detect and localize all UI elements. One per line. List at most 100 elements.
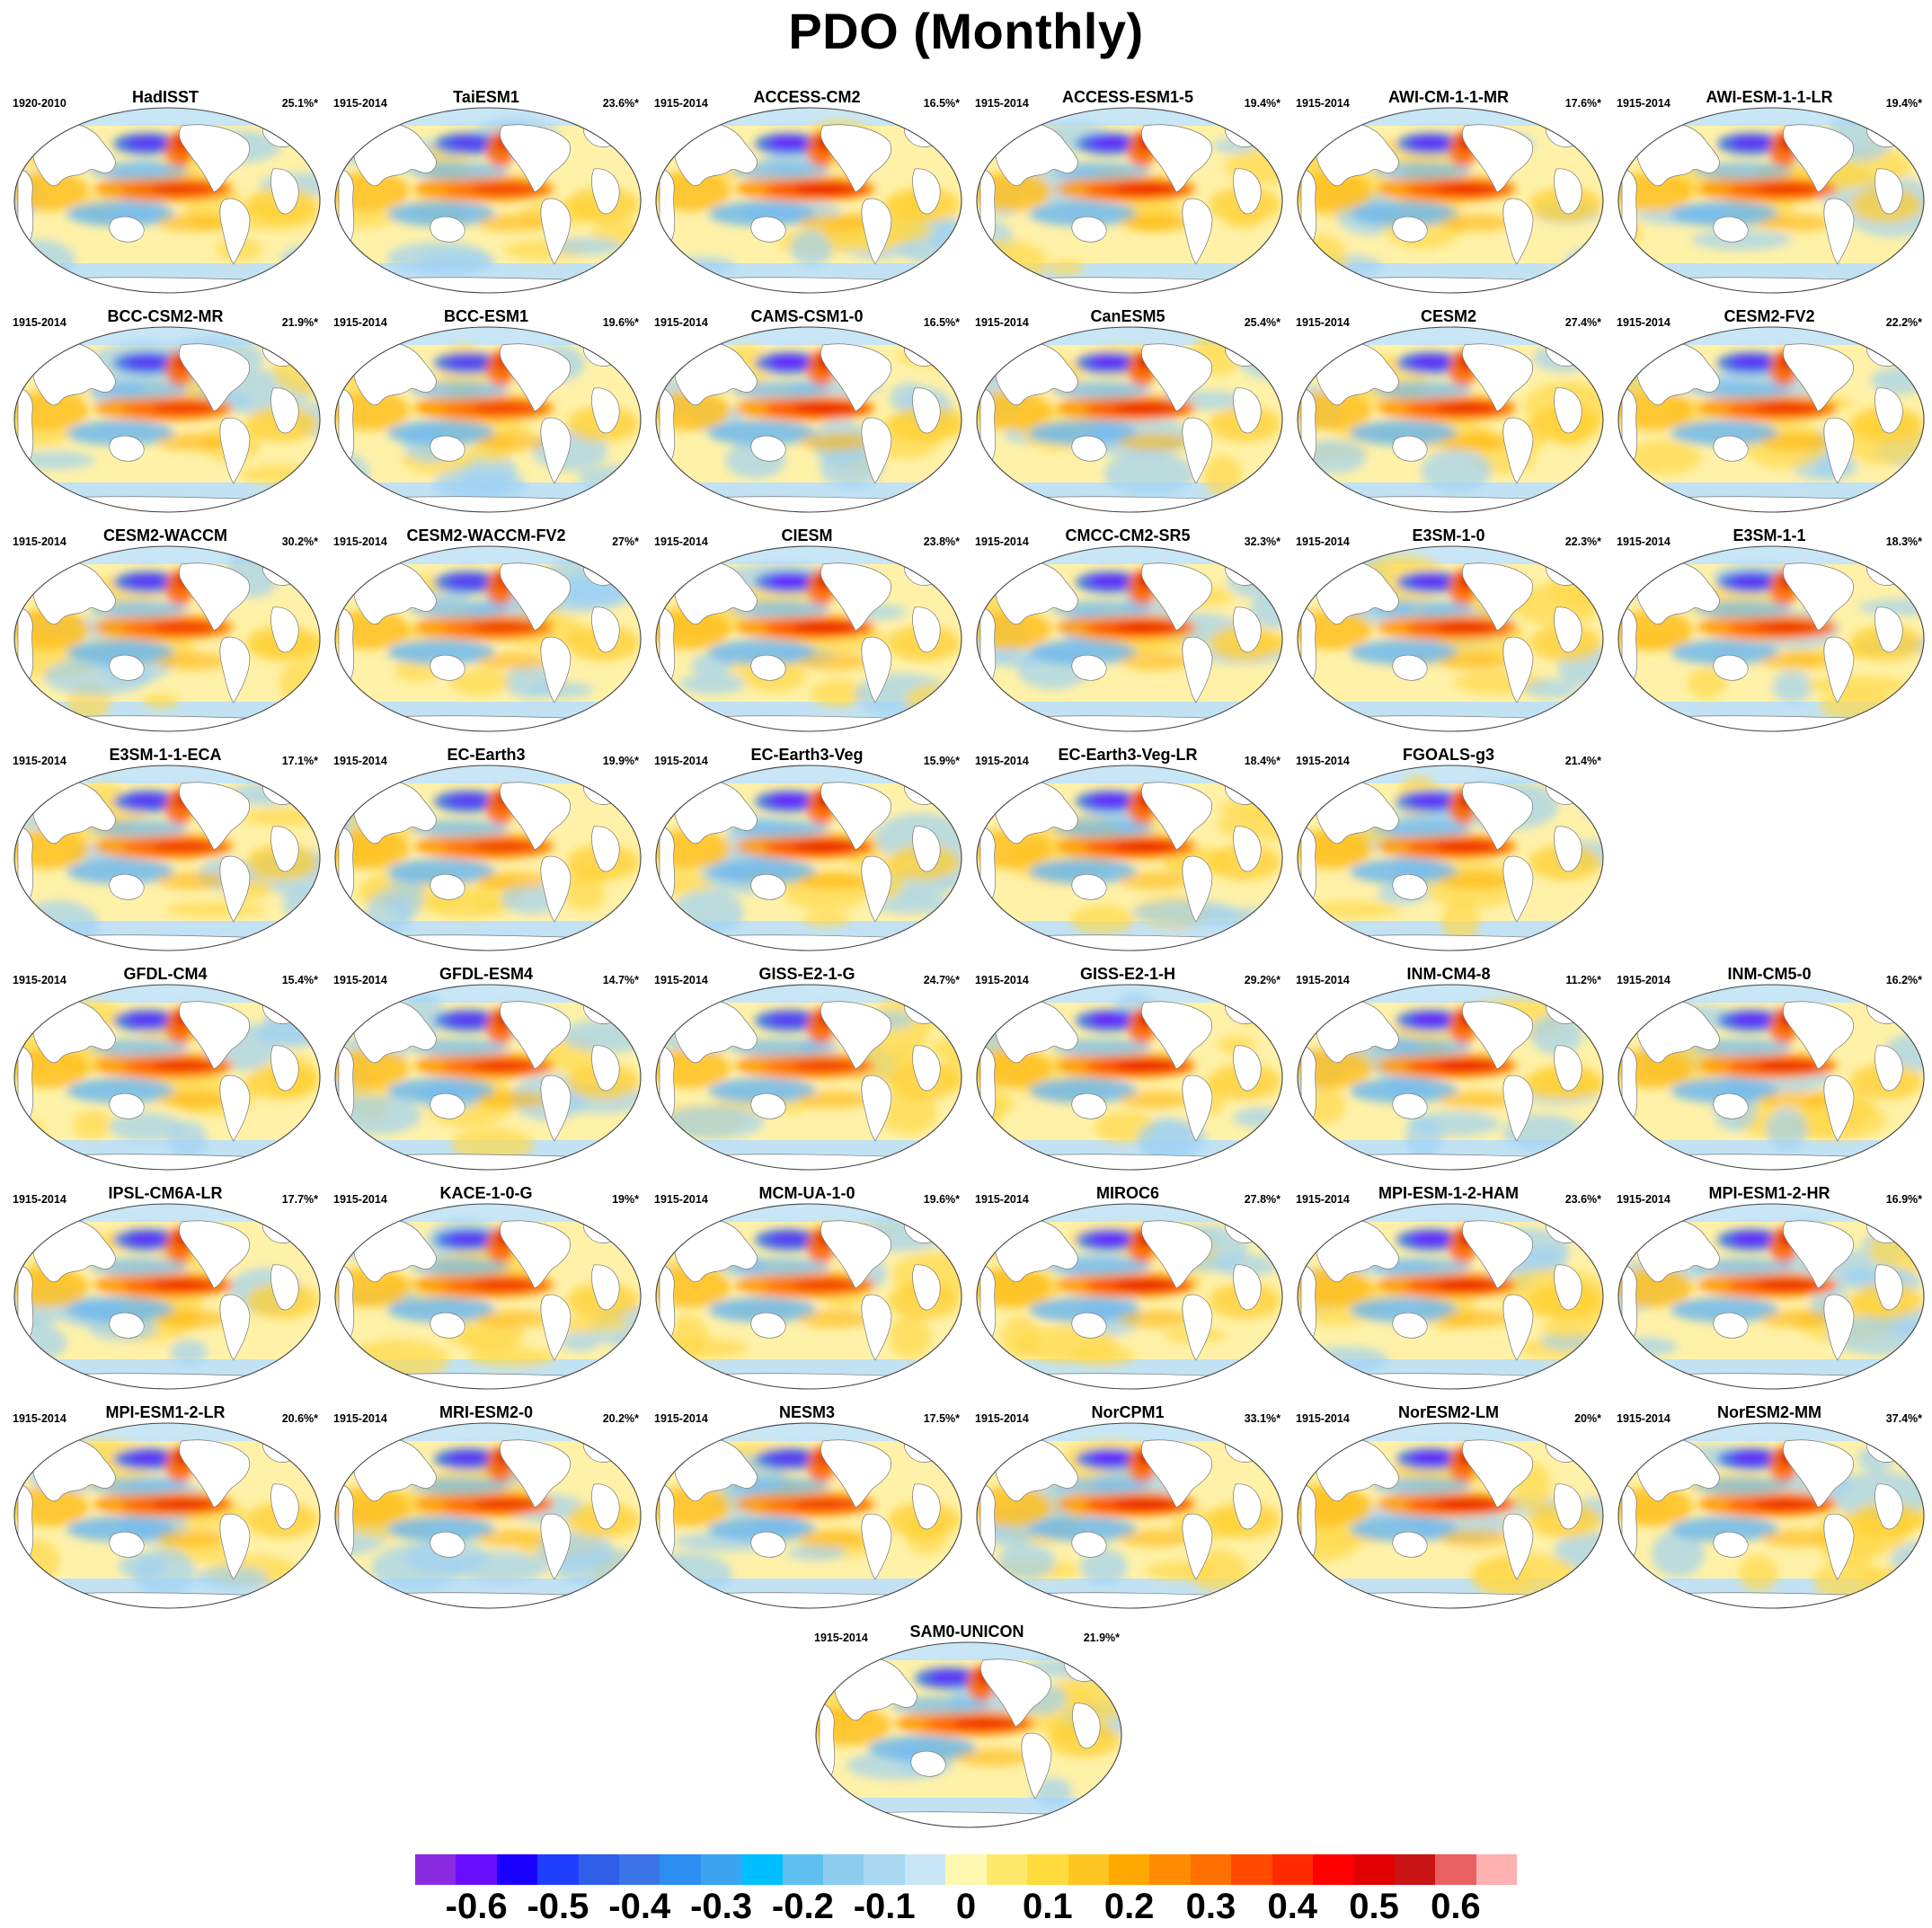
land-north-america	[1783, 1439, 1854, 1508]
pdo-map	[655, 545, 962, 732]
land-africa	[979, 827, 997, 902]
land-australia	[1713, 216, 1749, 243]
land-australia	[1071, 216, 1107, 243]
map-panel: ACCESS-CM2 1915-2014 16.5%*	[647, 88, 967, 299]
panel-variance-pct: 17.7%*	[281, 1193, 318, 1206]
land-south-america	[1182, 417, 1213, 484]
anomaly-blobs	[14, 549, 320, 721]
land-africa	[979, 1484, 997, 1560]
land-north-america	[1141, 1439, 1212, 1508]
panel-years: 1915-2014	[654, 1412, 708, 1425]
colorbar-swatch	[496, 1854, 538, 1885]
pdo-map	[815, 1641, 1122, 1828]
land-antarctica	[14, 1373, 320, 1389]
map-outline	[976, 1203, 1283, 1390]
pdo-map	[13, 326, 321, 513]
colorbar-swatch	[537, 1854, 579, 1885]
pdo-map	[13, 107, 321, 294]
land-north-america	[1783, 1001, 1854, 1070]
colorbar-swatch	[1231, 1854, 1272, 1885]
land-antarctica	[1618, 1373, 1924, 1389]
map-panel: E3SM-1-0 1915-2014 22.3%*	[1289, 526, 1609, 738]
panel-years: 1915-2014	[1296, 535, 1350, 548]
land-africa-east	[270, 168, 299, 215]
panel-years: 1915-2014	[654, 316, 708, 329]
panel-variance-pct: 25.1%*	[281, 97, 318, 110]
panel-years: 1915-2014	[333, 1193, 387, 1206]
pdo-map	[334, 765, 642, 951]
panel-years: 1915-2014	[814, 1632, 868, 1644]
land-africa-east	[270, 387, 299, 434]
map-outline	[13, 1422, 321, 1609]
land-africa-east	[1233, 1045, 1262, 1092]
land-africa	[979, 388, 997, 464]
land-africa-east	[1233, 1264, 1262, 1311]
land-australia	[1392, 654, 1428, 681]
land-africa	[979, 169, 997, 244]
land-south-america	[219, 198, 251, 265]
panel-title: FGOALS-g3	[1403, 746, 1494, 764]
land-antarctica	[1298, 934, 1603, 951]
land-africa-east	[591, 387, 620, 434]
land-africa-east	[1233, 606, 1262, 653]
colorbar-swatch	[1027, 1854, 1068, 1885]
panel-title: INM-CM4-8	[1406, 965, 1491, 983]
panel-title: GISS-E2-1-G	[758, 965, 855, 983]
panel-years: 1915-2014	[975, 755, 1029, 767]
land-africa	[659, 169, 676, 244]
land-north-america	[1462, 1001, 1533, 1070]
land-antarctica	[656, 496, 962, 512]
land-north-america	[820, 124, 891, 193]
map-panel: NESM3 1915-2014 17.5%*	[647, 1403, 967, 1614]
panel-title: CESM2	[1420, 307, 1476, 325]
land-africa-east	[591, 1264, 620, 1311]
land-north-america	[179, 1001, 250, 1070]
map-outline	[334, 326, 642, 513]
map-panel: MPI-ESM1-2-LR 1915-2014 20.6%*	[5, 1403, 325, 1614]
land-north-america	[500, 343, 571, 412]
land-africa-east	[591, 606, 620, 653]
land-australia	[1071, 873, 1107, 900]
land-antarctica	[656, 934, 962, 951]
map-field	[1618, 985, 1924, 1170]
land-africa	[979, 1046, 997, 1121]
map-outline	[334, 107, 642, 294]
map-field	[977, 765, 1282, 951]
land-south-america	[861, 855, 892, 923]
land-south-america	[1823, 417, 1855, 484]
land-north-america	[179, 562, 250, 632]
colorbar-swatch	[823, 1854, 864, 1885]
land-antarctica	[335, 934, 641, 951]
land-africa	[17, 1484, 34, 1560]
colorbar-swatch	[945, 1854, 987, 1885]
land-antarctica	[14, 496, 320, 512]
land-north-america	[1462, 1220, 1533, 1289]
map-panel: MRI-ESM2-0 1915-2014 20.2%*	[326, 1403, 646, 1614]
land-africa-east	[1554, 826, 1582, 872]
map-field	[1618, 546, 1924, 731]
land-antarctica	[335, 1373, 641, 1389]
land-antarctica	[14, 1592, 320, 1608]
land-south-america	[1502, 417, 1534, 484]
map-panel: IPSL-CM6A-LR 1915-2014 17.7%*	[5, 1184, 325, 1395]
land-australia	[1392, 873, 1428, 900]
land-africa-east	[1554, 168, 1582, 215]
pdo-map	[334, 107, 642, 294]
pdo-map	[976, 326, 1283, 513]
panel-variance-pct: 16.2%*	[1885, 974, 1922, 986]
panel-title: EC-Earth3	[447, 746, 526, 764]
land-south-america	[861, 198, 892, 265]
panel-title: BCC-CSM2-MR	[107, 307, 224, 325]
land-south-america	[1021, 1732, 1052, 1800]
map-panel: BCC-CSM2-MR 1915-2014 21.9%*	[5, 307, 325, 518]
colorbar-tick-label: -0.4	[608, 1887, 671, 1926]
land-north-america	[820, 562, 891, 632]
pdo-map	[976, 107, 1283, 294]
land-australia	[750, 1531, 786, 1558]
land-africa-east	[1233, 168, 1262, 215]
panel-years: 1915-2014	[13, 535, 66, 548]
colorbar-tick-label: 0.5	[1349, 1887, 1399, 1926]
panel-title: AWI-ESM-1-1-LR	[1706, 88, 1833, 106]
land-antarctica	[14, 1154, 320, 1170]
land-australia	[1713, 1092, 1749, 1119]
